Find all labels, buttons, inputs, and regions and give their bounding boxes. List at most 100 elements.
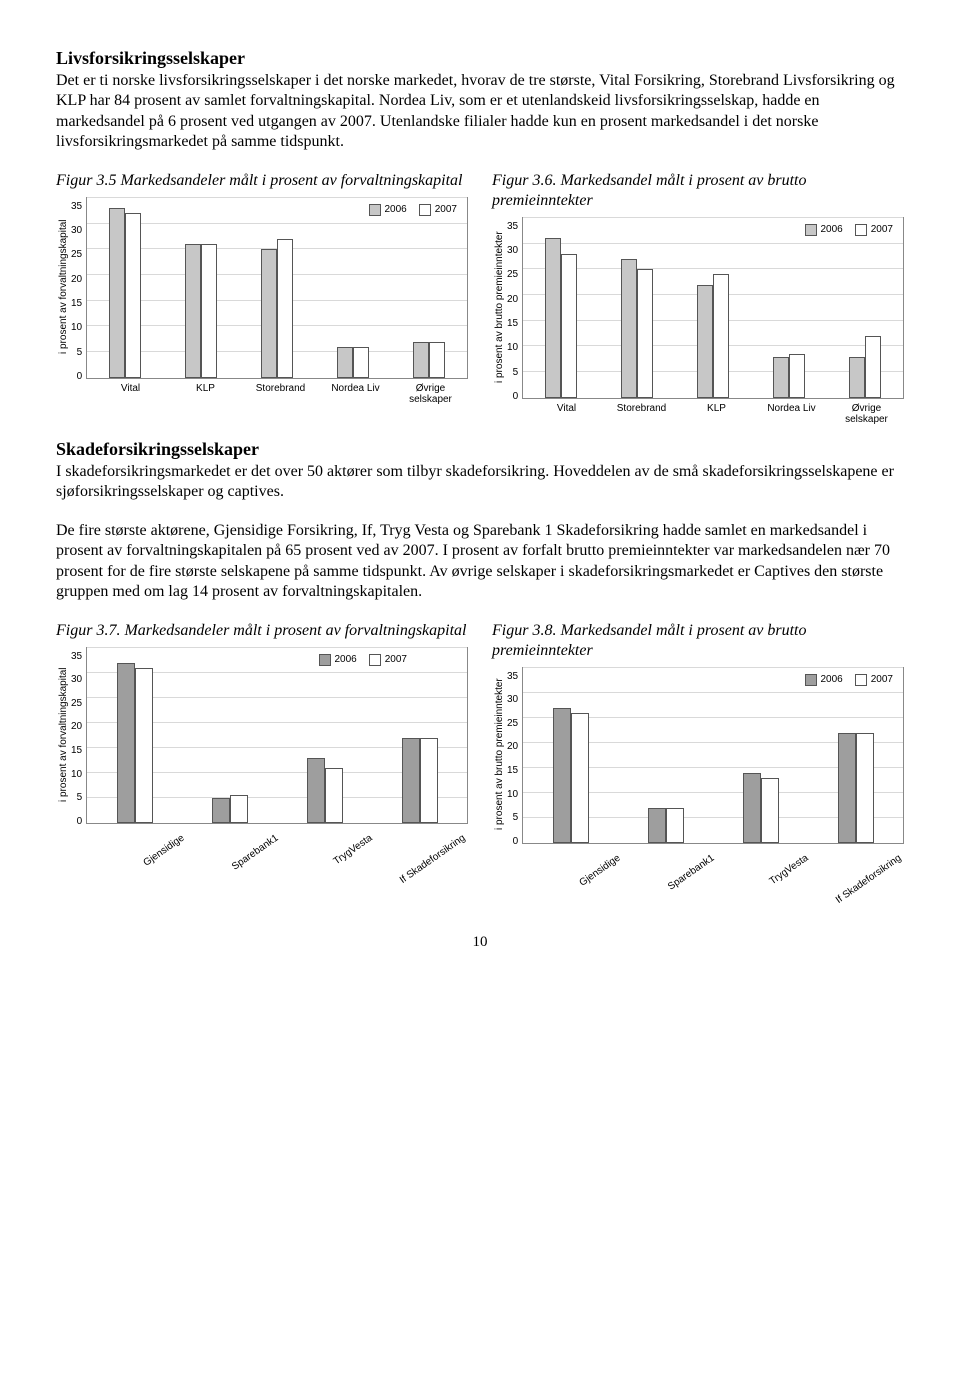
bar-2007 [135,668,153,823]
legend-swatch [855,674,867,686]
legend-label: 2007 [871,224,893,235]
bar-2006 [337,347,353,378]
y-ticks: 05101520253035 [507,667,522,842]
bar-group [315,198,391,378]
y-axis-label: i prosent av forvaltningskapital [56,647,71,822]
bar-2007 [666,808,684,843]
y-axis-label: i prosent av forvaltningskapital [56,197,71,377]
bar-2006 [185,244,201,378]
legend-label: 2007 [435,204,457,215]
legend-label: 2006 [385,204,407,215]
bar-group [239,198,315,378]
bar-group [618,668,713,843]
bar-2006 [697,285,713,398]
legend-label: 2007 [385,654,407,665]
legend-swatch [805,224,817,236]
bar-group [372,648,467,823]
section-heading: Livsforsikringsselskaper [56,48,904,69]
bar-group [182,648,277,823]
bar-group [808,668,903,843]
figure-3-8: Figur 3.8. Markedsandel målt i prosent a… [492,621,904,906]
bar-2006 [307,758,325,823]
bar-group [163,198,239,378]
x-ticks: GjensidigeSparebank1TrygVestaIf Skadefor… [529,848,904,906]
bar-2006 [545,238,561,397]
bar-2006 [621,259,637,398]
bar-2007 [561,254,577,398]
bar-group [675,218,751,398]
y-ticks: 05101520253035 [507,217,522,397]
bar-2006 [261,249,277,378]
paragraph: De fire største aktørene, Gjensidige For… [56,521,904,603]
legend-swatch [369,654,381,666]
figure-title: Figur 3.8. Markedsandel målt i prosent a… [492,621,904,661]
legend-label: 2006 [821,224,843,235]
bar-2006 [743,773,761,843]
y-ticks: 05101520253035 [71,197,86,377]
legend-label: 2007 [871,674,893,685]
legend: 2006 2007 [369,204,458,216]
bar-2006 [109,208,125,378]
figure-3-5: Figur 3.5 Markedsandeler målt i prosent … [56,171,468,425]
plot-area: 2006 2007 [86,197,468,379]
bar-2007 [571,713,589,843]
plot-area: 2006 2007 [86,647,468,824]
legend-swatch [419,204,431,216]
chart: i prosent av brutto premieinntekter05101… [492,667,904,906]
bar-2007 [125,213,141,378]
bar-2007 [429,342,445,378]
legend-label: 2006 [821,674,843,685]
bar-2006 [212,798,230,823]
bar-2006 [648,808,666,843]
section-heading: Skadeforsikringsselskaper [56,439,904,460]
bar-2007 [865,336,881,398]
bar-2007 [230,795,248,823]
bar-group [713,668,808,843]
bar-group [391,198,467,378]
bar-2007 [637,269,653,398]
legend: 2006 2007 [319,654,408,666]
bar-2006 [553,708,571,843]
plot-area: 2006 2007 [522,667,904,844]
x-ticks: VitalStorebrandKLPNordea LivØvrige selsk… [529,403,904,425]
paragraph: Det er ti norske livsforsikringsselskape… [56,71,904,153]
bar-2007 [201,244,217,378]
legend-swatch [855,224,867,236]
legend-swatch [369,204,381,216]
bar-2006 [413,342,429,378]
y-axis-label: i prosent av brutto premieinntekter [492,667,507,842]
bar-group [599,218,675,398]
chart: i prosent av forvaltningskapital05101520… [56,197,468,405]
figure-title: Figur 3.6. Markedsandel målt i prosent a… [492,171,904,211]
legend: 2006 2007 [805,674,894,686]
bar-group [827,218,903,398]
legend: 2006 2007 [805,224,894,236]
chart-row-1: Figur 3.5 Markedsandeler målt i prosent … [56,171,904,425]
bar-group [87,648,182,823]
bar-2007 [325,768,343,823]
y-axis-label: i prosent av brutto premieinntekter [492,217,507,397]
bar-2006 [838,733,856,843]
bar-2007 [420,738,438,823]
bar-2007 [856,733,874,843]
figure-title: Figur 3.7. Markedsandeler målt i prosent… [56,621,468,641]
bar-2007 [713,274,729,397]
bar-2007 [761,778,779,843]
legend-swatch [319,654,331,666]
paragraph: I skadeforsikringsmarkedet er det over 5… [56,462,904,503]
bar-2007 [353,347,369,378]
legend-swatch [805,674,817,686]
bar-group [523,668,618,843]
x-ticks: VitalKLPStorebrandNordea LivØvrige selsk… [93,383,468,405]
chart: i prosent av forvaltningskapital05101520… [56,647,468,886]
bar-2006 [117,663,135,823]
legend-label: 2006 [335,654,357,665]
figure-title: Figur 3.5 Markedsandeler målt i prosent … [56,171,468,191]
x-ticks: GjensidigeSparebank1TrygVestaIf Skadefor… [93,828,468,886]
plot-area: 2006 2007 [522,217,904,399]
bar-2006 [849,357,865,398]
bar-group [87,198,163,378]
bar-group [751,218,827,398]
bar-group [523,218,599,398]
chart: i prosent av brutto premieinntekter05101… [492,217,904,425]
